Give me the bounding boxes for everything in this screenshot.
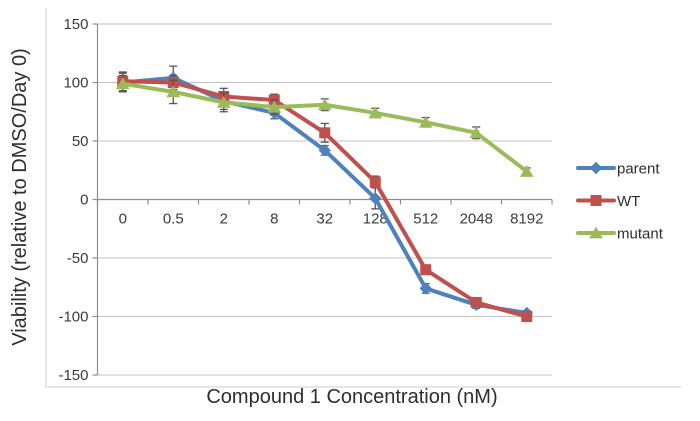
legend-label-parent: parent: [617, 161, 660, 178]
x-tick-label: 8192: [510, 211, 543, 228]
y-tick-label: 150: [63, 16, 88, 33]
x-tick-label: 0.5: [163, 211, 184, 228]
x-tick-label: 128: [363, 211, 388, 228]
x-tick-label: 32: [316, 211, 333, 228]
x-tick-label: 8: [270, 211, 278, 228]
legend-marker-triangle-icon: [589, 226, 603, 239]
data-point-mutant-2: [216, 95, 231, 108]
plot-area: 150 100 50 0 -50 -100 -150 0 0.5 2 8 32 128 512 2048 81…: [45, 8, 681, 388]
legend-item-parent: parent: [576, 161, 660, 178]
legend: parent WT mutant: [576, 161, 664, 243]
series-mutant: [115, 74, 534, 177]
y-tick-label: -100: [58, 309, 88, 326]
y-axis-title: Viability (relative to DMSO/Day 0): [9, 48, 31, 346]
x-tick-label: 0: [119, 211, 127, 228]
legend-label-WT: WT: [617, 193, 640, 210]
data-point-mutant-128: [368, 106, 383, 119]
data-point-WT-2048: [470, 296, 482, 308]
data-point-mutant-512: [418, 115, 433, 128]
data-point-mutant-0: [115, 77, 130, 90]
x-tick-label: 2048: [460, 211, 493, 228]
y-tick-label: 50: [72, 133, 89, 150]
legend-item-WT: WT: [576, 193, 640, 210]
data-point-mutant-0.5: [166, 85, 181, 98]
x-axis-title: Compound 1 Concentration (nM): [206, 386, 497, 408]
y-tick-label: 0: [80, 192, 88, 209]
data-point-mutant-32: [317, 98, 332, 111]
y-tick-label: -50: [67, 250, 89, 267]
legend-label-mutant: mutant: [617, 226, 664, 243]
legend-marker-diamond-icon: [589, 161, 603, 175]
x-tick-label: 512: [413, 211, 438, 228]
data-point-mutant-2048: [469, 126, 484, 139]
legend-item-mutant: mutant: [576, 226, 664, 243]
data-point-mutant-8192: [519, 165, 534, 177]
series-line-parent: [120, 75, 529, 315]
data-point-WT-512: [420, 264, 432, 276]
data-point-WT-8192: [521, 311, 533, 322]
legend-marker-square-icon: [590, 195, 602, 206]
x-tick-label: 2: [220, 211, 228, 228]
data-point-parent-512: [419, 282, 432, 295]
y-tick-label: 100: [63, 75, 88, 92]
data-point-parent-32: [318, 144, 331, 157]
data-point-WT-128: [369, 176, 381, 188]
data-point-WT-32: [319, 127, 331, 139]
data-point-parent-128: [369, 192, 382, 205]
data-point-mutant-8: [267, 100, 282, 113]
y-tick-label: -150: [58, 367, 88, 384]
